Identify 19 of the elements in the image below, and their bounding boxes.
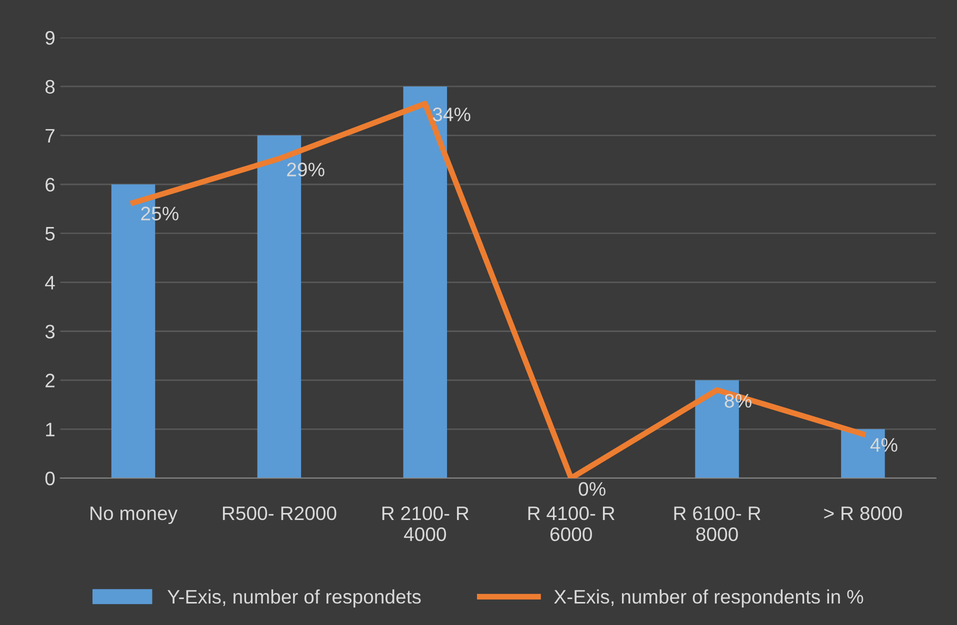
y-tick-label: 1 bbox=[46, 422, 54, 436]
x-tick-label: R 4100- R 6000 bbox=[528, 506, 614, 542]
y-tick-label: 9 bbox=[46, 30, 55, 45]
x-tick-label: > R 8000 bbox=[824, 506, 902, 520]
legend-label: X-Exis, number of respondents in % bbox=[554, 589, 864, 608]
x-tick-label: No money bbox=[90, 506, 178, 524]
y-tick-label: 6 bbox=[46, 178, 55, 192]
y-tick-label: 4 bbox=[45, 276, 55, 290]
y-tick-label: 2 bbox=[46, 374, 54, 388]
y-tick-label: 8 bbox=[45, 80, 55, 94]
x-tick-label: R500- R2000 bbox=[222, 506, 336, 520]
y-tick-label: 3 bbox=[45, 324, 55, 338]
x-tick-label: R 6100- R 8000 bbox=[674, 506, 760, 542]
y-tick-label: 5 bbox=[45, 227, 55, 241]
y-tick-label: 0 bbox=[45, 472, 55, 486]
legend-label: Y-Exis, number of respondets bbox=[168, 589, 421, 608]
y-tick-label: 7 bbox=[46, 129, 54, 142]
x-tick-label: R 2100- R 4000 bbox=[382, 506, 469, 542]
data-label: 0% bbox=[578, 482, 606, 496]
